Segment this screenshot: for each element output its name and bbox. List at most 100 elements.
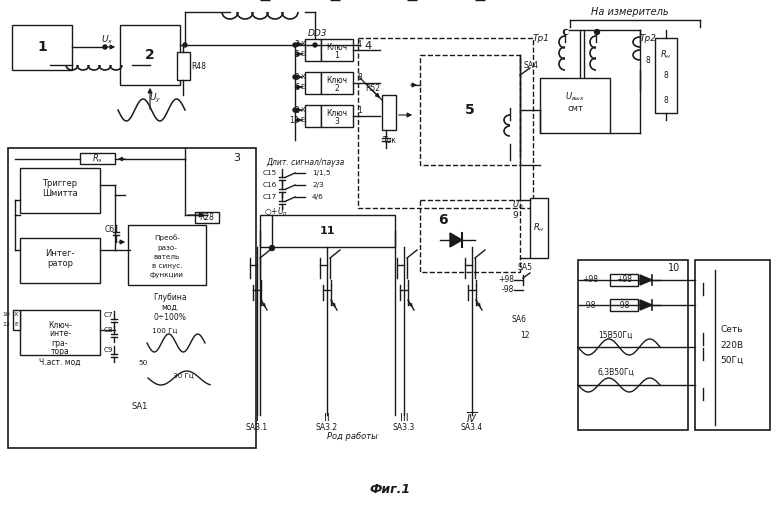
Text: Триггер: Триггер (42, 178, 77, 188)
Text: $R_н$: $R_н$ (661, 49, 672, 61)
Polygon shape (450, 233, 462, 247)
Bar (321, 72, 353, 94)
Text: функции: функции (150, 272, 184, 278)
Text: 9: 9 (512, 212, 518, 221)
Text: C8: C8 (104, 327, 113, 333)
Bar (12, 25, 72, 70)
Text: SA3.4: SA3.4 (461, 424, 483, 432)
Text: Ток: Ток (383, 135, 397, 145)
Text: $U_x$: $U_x$ (101, 34, 113, 47)
Text: инте-: инте- (49, 330, 71, 338)
Text: Фиг.1: Фиг.1 (370, 483, 410, 497)
Text: 100 Гц: 100 Гц (152, 327, 178, 333)
Text: 12: 12 (2, 322, 10, 328)
Text: 13: 13 (289, 115, 299, 125)
Text: С17: С17 (263, 194, 277, 200)
Text: R28: R28 (200, 213, 215, 221)
Text: 8: 8 (664, 96, 668, 105)
Text: 4/6: 4/6 (312, 194, 324, 200)
Text: в синус.: в синус. (152, 263, 183, 269)
Bar (120, 25, 180, 85)
Text: SA3.2: SA3.2 (316, 424, 338, 432)
Text: 2: 2 (335, 83, 339, 92)
Bar (540, 78, 610, 133)
Bar (80, 153, 115, 164)
Text: SA3.1: SA3.1 (246, 424, 268, 432)
Text: С15: С15 (263, 170, 277, 176)
Circle shape (594, 30, 600, 35)
Text: 2/3: 2/3 (312, 182, 324, 188)
Text: 4: 4 (364, 41, 371, 51)
Text: 8: 8 (357, 73, 362, 81)
Polygon shape (640, 275, 652, 285)
Text: Ключ: Ключ (327, 76, 348, 84)
Bar (578, 260, 688, 430)
Bar (382, 95, 396, 130)
Bar (321, 39, 353, 61)
Text: X: X (300, 74, 306, 80)
Bar (8, 148, 256, 448)
Text: Тр2: Тр2 (640, 34, 657, 42)
Text: 5: 5 (465, 103, 475, 117)
Text: 10: 10 (668, 263, 680, 273)
Circle shape (313, 43, 317, 47)
Text: разо-: разо- (157, 245, 177, 251)
Text: -98: -98 (618, 300, 630, 310)
Text: $U_{вых}$: $U_{вых}$ (566, 91, 585, 103)
Bar (610, 274, 638, 286)
Text: I: I (256, 413, 258, 423)
Text: На измеритель: На измеритель (591, 7, 668, 17)
Text: Сеть: Сеть (721, 326, 743, 335)
Circle shape (293, 108, 297, 112)
Text: ватель: ватель (154, 254, 180, 260)
Bar (13, 310, 20, 330)
Circle shape (103, 45, 107, 49)
Bar (20, 238, 100, 283)
Text: С6: С6 (105, 225, 115, 235)
Text: 3: 3 (233, 153, 240, 163)
Text: X: X (300, 41, 306, 47)
Text: 1: 1 (335, 51, 339, 59)
Text: C9: C9 (104, 347, 113, 353)
Text: $U_y$: $U_y$ (149, 91, 161, 105)
Text: E: E (301, 51, 305, 57)
Text: +98: +98 (582, 275, 598, 285)
Text: Ч.аст. мод: Ч.аст. мод (39, 358, 81, 366)
Bar (305, 39, 321, 61)
Text: мод.: мод. (161, 303, 179, 312)
Bar (530, 198, 548, 258)
Text: ратор: ратор (47, 260, 73, 268)
Text: -98: -98 (502, 286, 514, 294)
Text: 6: 6 (294, 82, 299, 91)
Text: смт: смт (567, 104, 583, 112)
Text: С16: С16 (263, 182, 277, 188)
Text: 15В50Гц: 15В50Гц (598, 331, 633, 339)
Bar (358, 38, 533, 208)
Text: C7: C7 (104, 312, 113, 318)
Text: 1: 1 (37, 40, 47, 54)
Text: R52: R52 (365, 83, 380, 92)
Text: ○+$U_п$: ○+$U_п$ (264, 206, 288, 218)
Bar (305, 105, 321, 127)
Text: III: III (399, 413, 408, 423)
Text: $\overline{IV}$: $\overline{IV}$ (466, 411, 478, 425)
Text: X: X (14, 313, 18, 317)
Circle shape (183, 43, 187, 47)
Text: гра-: гра- (51, 338, 69, 347)
Text: Ключ: Ключ (327, 42, 348, 52)
Circle shape (566, 31, 569, 34)
Text: Интег-: Интег- (45, 249, 75, 259)
Circle shape (563, 30, 569, 35)
Text: 50Гц: 50Гц (721, 356, 743, 364)
Bar (128, 225, 206, 285)
Text: Ключ: Ключ (327, 108, 348, 118)
Text: 8: 8 (664, 71, 668, 80)
Text: $R_н$: $R_н$ (534, 222, 544, 234)
Text: Шмитта: Шмитта (42, 189, 78, 197)
Circle shape (293, 43, 297, 47)
Text: 6,3В50Гц: 6,3В50Гц (598, 367, 635, 377)
Text: 12: 12 (520, 331, 530, 339)
Text: 4: 4 (357, 39, 362, 49)
Text: 2: 2 (294, 105, 299, 114)
Text: -98: -98 (583, 300, 596, 310)
